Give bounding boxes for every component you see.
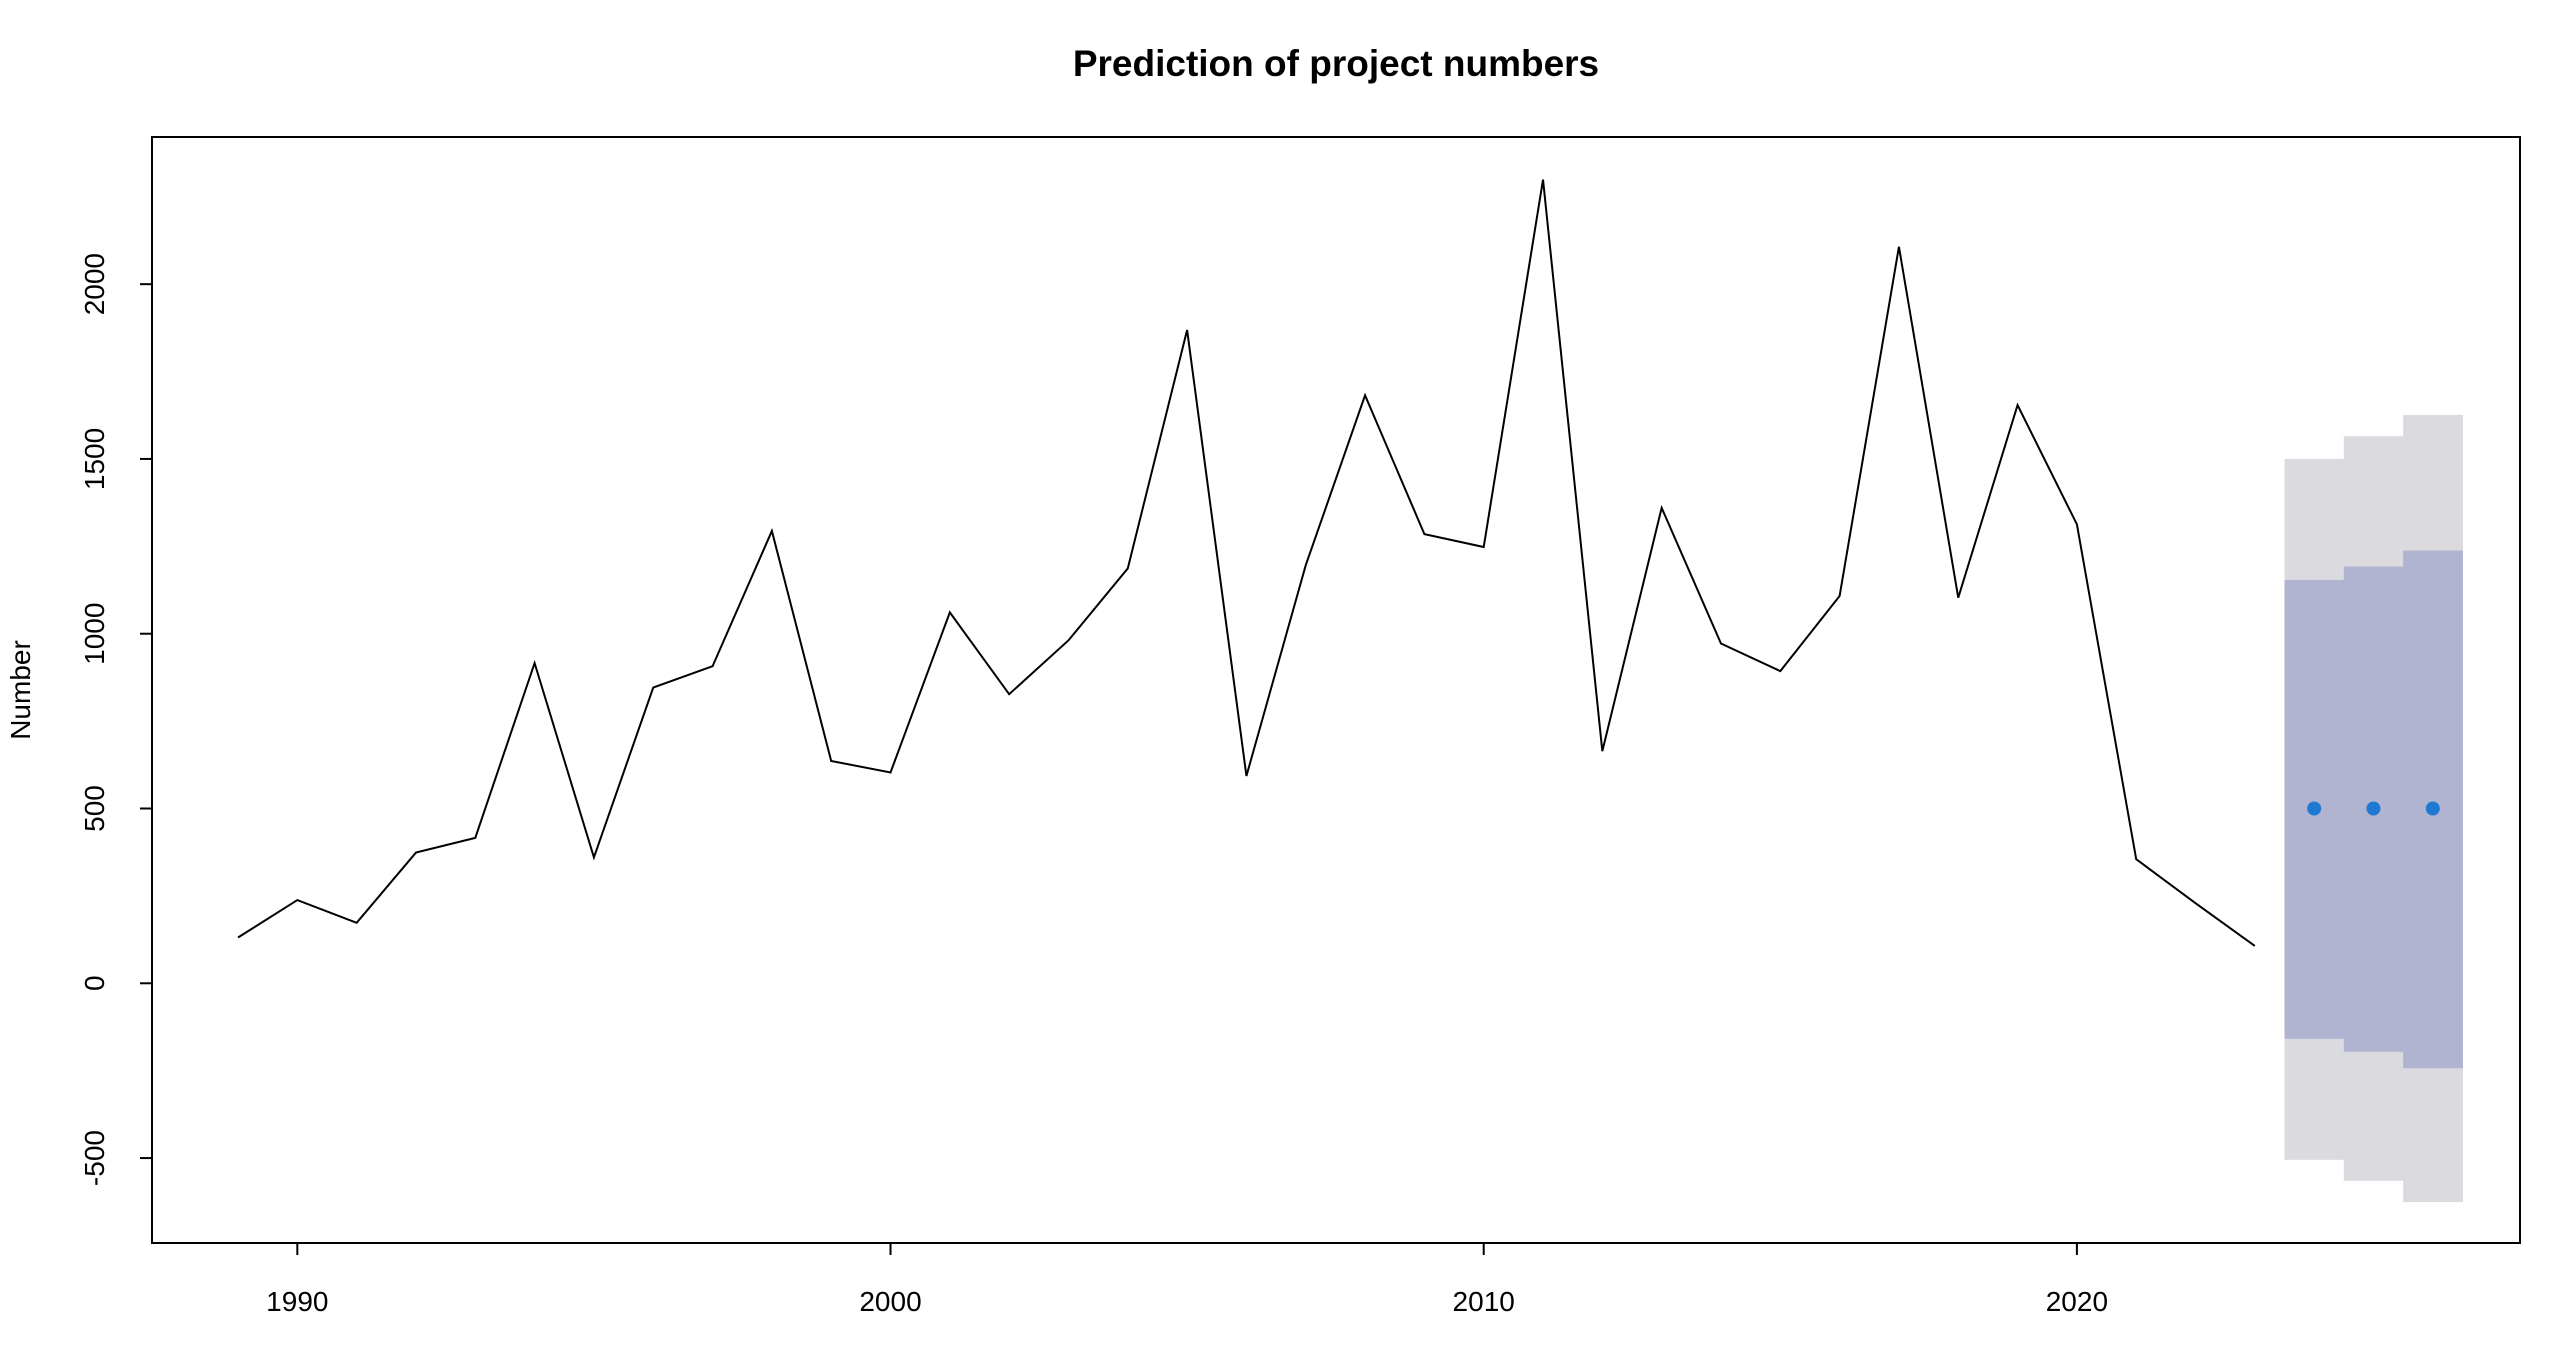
y-tick-label: 2000 [79, 253, 110, 315]
y-axis-label: Number [5, 640, 36, 740]
x-tick-label: 1990 [266, 1286, 328, 1317]
y-tick-label: 0 [79, 975, 110, 991]
x-tick-label: 2010 [1453, 1286, 1515, 1317]
y-tick-label: 1000 [79, 603, 110, 665]
forecast-point [2307, 801, 2322, 816]
x-tick-label: 2020 [2046, 1286, 2108, 1317]
forecast-point [2425, 801, 2440, 816]
y-tick-label: -500 [79, 1130, 110, 1186]
x-tick-label: 2000 [859, 1286, 921, 1317]
y-tick-label: 500 [79, 785, 110, 832]
chart-title: Prediction of project numbers [1073, 43, 1599, 84]
plot-frame [151, 136, 2521, 1244]
forecast-point [2366, 801, 2381, 816]
y-tick-label: 1500 [79, 428, 110, 490]
series-line [237, 179, 2256, 947]
